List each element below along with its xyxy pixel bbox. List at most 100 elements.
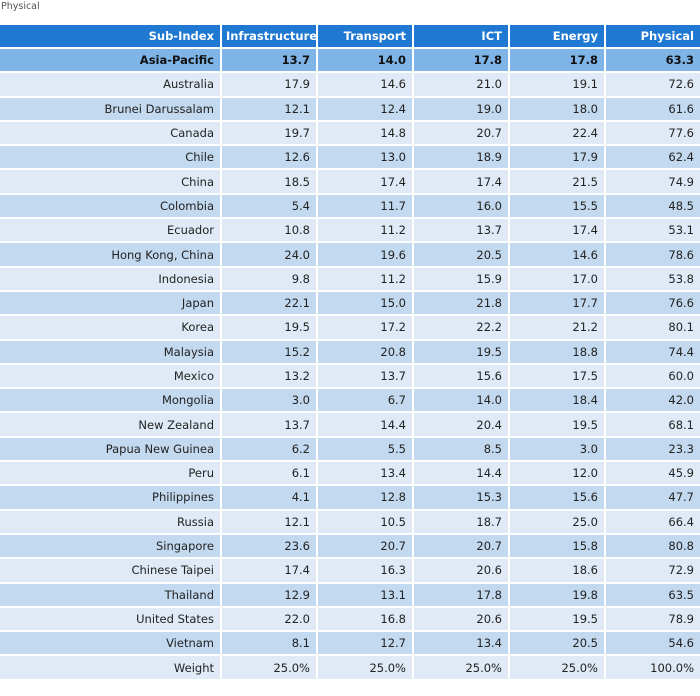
value-cell: 78.9 — [606, 607, 700, 633]
value-cell: 15.8 — [510, 534, 604, 560]
value-cell: 15.0 — [318, 291, 412, 317]
row-label: Korea — [0, 316, 220, 341]
value-cell: 9.8 — [222, 267, 316, 292]
value-cell: 17.4 — [414, 170, 508, 195]
value-cell: 13.7 — [318, 364, 412, 390]
value-cell: 12.0 — [510, 462, 604, 487]
row-label: Thailand — [0, 583, 220, 608]
table-row: Thailand 12.9 13.1 17.8 19.8 63.5 — [0, 583, 700, 608]
value-cell: 8.1 — [222, 632, 316, 657]
value-cell: 18.4 — [510, 389, 604, 414]
row-label: Mongolia — [0, 389, 220, 414]
table-row: Japan 22.1 15.0 21.8 17.7 76.6 — [0, 291, 700, 317]
value-cell: 25.0% — [318, 656, 412, 681]
value-cell: 13.2 — [222, 364, 316, 390]
row-label: New Zealand — [0, 413, 220, 438]
row-label: Philippines — [0, 486, 220, 511]
value-cell: 19.5 — [510, 413, 604, 438]
value-cell: 20.4 — [414, 413, 508, 438]
value-cell: 16.8 — [318, 607, 412, 633]
table-row: Philippines 4.1 12.8 15.3 15.6 47.7 — [0, 486, 700, 511]
value-cell: 25.0% — [414, 656, 508, 681]
row-label: Hong Kong, China — [0, 243, 220, 268]
value-cell: 17.2 — [318, 316, 412, 341]
value-cell: 68.1 — [606, 413, 700, 438]
value-cell: 20.7 — [414, 121, 508, 147]
value-cell: 25.0% — [510, 656, 604, 681]
table-row: Colombia 5.4 11.7 16.0 15.5 48.5 — [0, 194, 700, 220]
value-cell: 20.8 — [318, 340, 412, 365]
table-row: Papua New Guinea 6.2 5.5 8.5 3.0 23.3 — [0, 437, 700, 463]
value-cell: 14.0 — [318, 49, 412, 74]
value-cell: 8.5 — [414, 437, 508, 463]
value-cell: 48.5 — [606, 194, 700, 220]
value-cell: 76.6 — [606, 291, 700, 317]
value-cell: 12.4 — [318, 97, 412, 122]
row-label: Colombia — [0, 194, 220, 220]
value-cell: 15.9 — [414, 267, 508, 292]
table-row: Canada 19.7 14.8 20.7 22.4 77.6 — [0, 121, 700, 147]
value-cell: 19.6 — [318, 243, 412, 268]
value-cell: 12.7 — [318, 632, 412, 657]
value-cell: 17.4 — [510, 219, 604, 244]
value-cell: 19.7 — [222, 121, 316, 147]
value-cell: 5.4 — [222, 194, 316, 220]
value-cell: 17.9 — [510, 146, 604, 171]
value-cell: 80.8 — [606, 534, 700, 560]
column-header: ICT — [414, 25, 508, 49]
value-cell: 25.0% — [222, 656, 316, 681]
value-cell: 61.6 — [606, 97, 700, 122]
value-cell: 20.5 — [510, 632, 604, 657]
value-cell: 13.1 — [318, 583, 412, 608]
row-label: Papua New Guinea — [0, 437, 220, 463]
value-cell: 12.1 — [222, 510, 316, 535]
value-cell: 62.4 — [606, 146, 700, 171]
value-cell: 19.8 — [510, 583, 604, 608]
row-label: Japan — [0, 291, 220, 317]
value-cell: 10.8 — [222, 219, 316, 244]
page-caption: Physical — [1, 1, 40, 12]
value-cell: 11.7 — [318, 194, 412, 220]
value-cell: 14.6 — [318, 73, 412, 98]
row-label: China — [0, 170, 220, 195]
row-label: Vietnam — [0, 632, 220, 657]
value-cell: 78.6 — [606, 243, 700, 268]
value-cell: 25.0 — [510, 510, 604, 535]
value-cell: 19.5 — [510, 607, 604, 633]
value-cell: 22.4 — [510, 121, 604, 147]
value-cell: 19.1 — [510, 73, 604, 98]
value-cell: 19.0 — [414, 97, 508, 122]
value-cell: 21.8 — [414, 291, 508, 317]
value-cell: 17.7 — [510, 291, 604, 317]
value-cell: 77.6 — [606, 121, 700, 147]
table-row: Chile 12.6 13.0 18.9 17.9 62.4 — [0, 146, 700, 171]
value-cell: 15.2 — [222, 340, 316, 365]
row-label: Indonesia — [0, 267, 220, 292]
table-row: Korea 19.5 17.2 22.2 21.2 80.1 — [0, 316, 700, 341]
value-cell: 12.6 — [222, 146, 316, 171]
value-cell: 15.6 — [414, 364, 508, 390]
row-label: Singapore — [0, 534, 220, 560]
table-row: Malaysia 15.2 20.8 19.5 18.8 74.4 — [0, 340, 700, 365]
row-label: Brunei Darussalam — [0, 97, 220, 122]
value-cell: 60.0 — [606, 364, 700, 390]
value-cell: 18.5 — [222, 170, 316, 195]
table-row: New Zealand 13.7 14.4 20.4 19.5 68.1 — [0, 413, 700, 438]
column-header: Energy — [510, 25, 604, 49]
value-cell: 3.0 — [510, 437, 604, 463]
physical-subindex-table: Sub-Index Infrastructure Transport ICT E… — [0, 25, 700, 681]
value-cell: 10.5 — [318, 510, 412, 535]
value-cell: 47.7 — [606, 486, 700, 511]
value-cell: 13.7 — [414, 219, 508, 244]
row-label: Chinese Taipei — [0, 559, 220, 584]
value-cell: 13.7 — [222, 49, 316, 74]
table-row: Vietnam 8.1 12.7 13.4 20.5 54.6 — [0, 632, 700, 657]
table-row: United States 22.0 16.8 20.6 19.5 78.9 — [0, 607, 700, 633]
value-cell: 11.2 — [318, 267, 412, 292]
value-cell: 15.5 — [510, 194, 604, 220]
value-cell: 3.0 — [222, 389, 316, 414]
value-cell: 14.8 — [318, 121, 412, 147]
table-row: Hong Kong, China 24.0 19.6 20.5 14.6 78.6 — [0, 243, 700, 268]
value-cell: 80.1 — [606, 316, 700, 341]
column-header: Physical — [606, 25, 700, 49]
